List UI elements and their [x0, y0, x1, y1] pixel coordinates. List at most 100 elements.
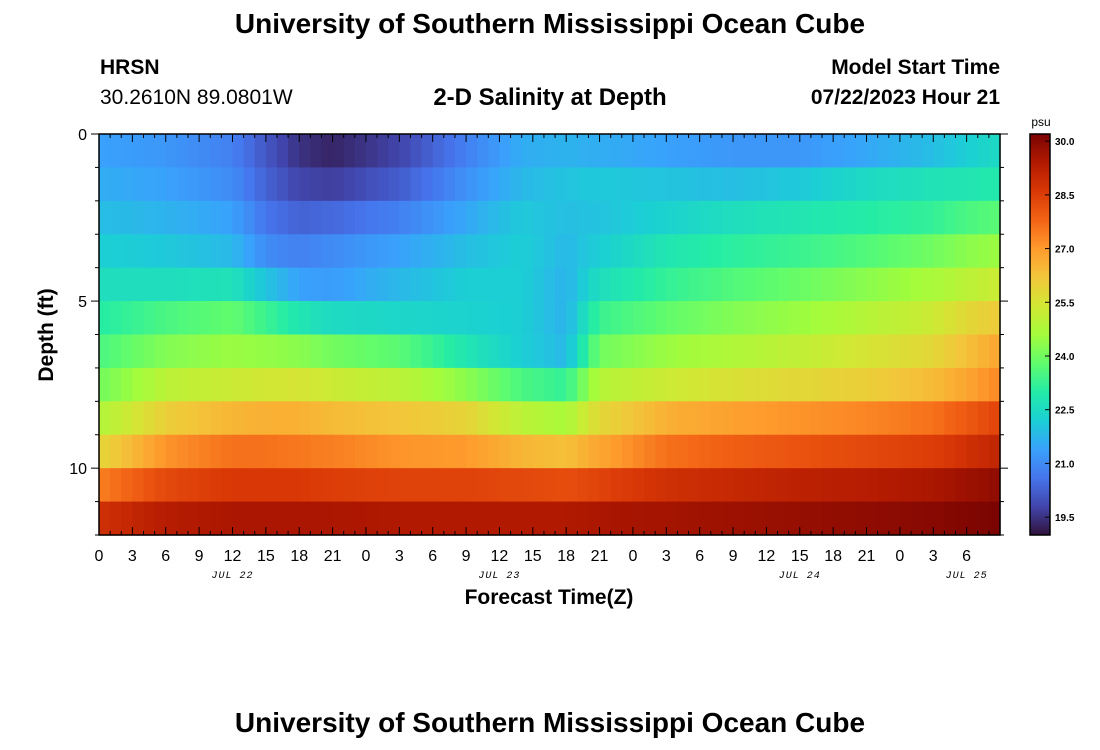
heatmap-cell — [944, 468, 957, 503]
heatmap-cell — [421, 434, 434, 469]
heatmap-cell — [488, 367, 501, 402]
heatmap-cell — [777, 334, 790, 369]
heatmap-cell — [788, 200, 801, 235]
heatmap-cell — [499, 267, 512, 302]
heatmap-cell — [944, 334, 957, 369]
heatmap-cell — [766, 401, 779, 436]
heatmap-cell — [154, 200, 167, 235]
heatmap-cell — [644, 134, 656, 169]
heatmap-cell — [955, 200, 968, 235]
heatmap-cell — [744, 234, 756, 269]
heatmap-cell — [977, 434, 990, 469]
heatmap-cell — [499, 234, 512, 269]
heatmap-cell — [265, 334, 278, 369]
heatmap-cell — [187, 301, 200, 336]
heatmap-cell — [855, 234, 868, 269]
heatmap-cell — [410, 434, 423, 469]
heatmap-cell — [165, 434, 178, 469]
heatmap-cell — [421, 234, 434, 269]
heatmap-cell — [744, 267, 756, 302]
heatmap-cell — [388, 468, 400, 503]
heatmap-cell — [699, 134, 712, 169]
heatmap-cell — [677, 267, 690, 302]
heatmap-cell — [299, 501, 311, 536]
heatmap-cell — [588, 401, 601, 436]
heatmap-cell — [766, 301, 779, 336]
heatmap-cell — [354, 367, 367, 402]
heatmap-cell — [377, 167, 389, 202]
x-tick-label: 9 — [195, 548, 204, 565]
heatmap-cell — [755, 401, 767, 436]
heatmap-cell — [588, 501, 601, 536]
heatmap-cell — [532, 434, 545, 469]
heatmap-cell — [744, 468, 756, 503]
heatmap-cell — [644, 200, 656, 235]
heatmap-cell — [799, 200, 812, 235]
heatmap-cell — [543, 267, 556, 302]
heatmap-cell — [454, 167, 467, 202]
heatmap-cell — [332, 401, 345, 436]
heatmap-cell — [933, 501, 945, 536]
heatmap-cell — [499, 501, 512, 536]
heatmap-cell — [877, 367, 890, 402]
heatmap-cell — [922, 401, 934, 436]
heatmap-cell — [966, 468, 979, 503]
heatmap-cell — [911, 134, 923, 169]
heatmap-cell — [132, 434, 145, 469]
heatmap-cell — [299, 367, 311, 402]
heatmap-cell — [666, 301, 679, 336]
x-tick-label: 9 — [462, 548, 471, 565]
heatmap-cell — [321, 401, 334, 436]
heatmap-cell — [966, 501, 979, 536]
heatmap-cell — [521, 234, 534, 269]
x-tick-label: 21 — [858, 548, 876, 565]
heatmap-cell — [254, 401, 267, 436]
heatmap-cell — [899, 501, 912, 536]
heatmap-cell — [443, 501, 456, 536]
heatmap-cell — [365, 401, 378, 436]
heatmap-cell — [911, 334, 923, 369]
heatmap-cell — [299, 167, 311, 202]
heatmap-cell — [399, 401, 412, 436]
x-tick-label: 15 — [524, 548, 542, 565]
heatmap-cell — [666, 434, 679, 469]
heatmap-cell — [443, 267, 456, 302]
heatmap-cell — [833, 301, 845, 336]
heatmap-cell — [421, 334, 434, 369]
heatmap-cell — [721, 134, 734, 169]
heatmap-cell — [488, 501, 501, 536]
heatmap-cell — [321, 134, 334, 169]
heatmap-cell — [844, 267, 856, 302]
heatmap-cell — [521, 301, 534, 336]
heatmap-cell — [922, 434, 934, 469]
heatmap-cell — [721, 267, 734, 302]
heatmap-cell — [488, 200, 501, 235]
heatmap-cell — [632, 334, 645, 369]
heatmap-cell — [566, 167, 578, 202]
heatmap-cell — [254, 501, 267, 536]
heatmap-cell — [710, 401, 723, 436]
heatmap-cell — [822, 434, 834, 469]
heatmap-cell — [510, 134, 523, 169]
heatmap-cell — [655, 167, 667, 202]
heatmap-cell — [243, 334, 256, 369]
heatmap-cell — [210, 167, 222, 202]
heatmap-cell — [132, 234, 145, 269]
heatmap-cell — [165, 468, 178, 503]
heatmap-cell — [777, 301, 790, 336]
heatmap-cell — [766, 468, 779, 503]
heatmap-cell — [432, 200, 445, 235]
heatmap-cell — [288, 267, 300, 302]
heatmap-cell — [666, 501, 679, 536]
heatmap-cell — [733, 501, 745, 536]
heatmap-cell — [276, 401, 289, 436]
heatmap-cell — [343, 401, 356, 436]
heatmap-cell — [755, 167, 767, 202]
heatmap-cell — [488, 234, 501, 269]
heatmap-cell — [288, 367, 300, 402]
heatmap-cell — [466, 234, 478, 269]
heatmap-cell — [321, 301, 334, 336]
heatmap-cell — [933, 468, 945, 503]
heatmap-cell — [466, 334, 478, 369]
heatmap-cell — [944, 167, 957, 202]
